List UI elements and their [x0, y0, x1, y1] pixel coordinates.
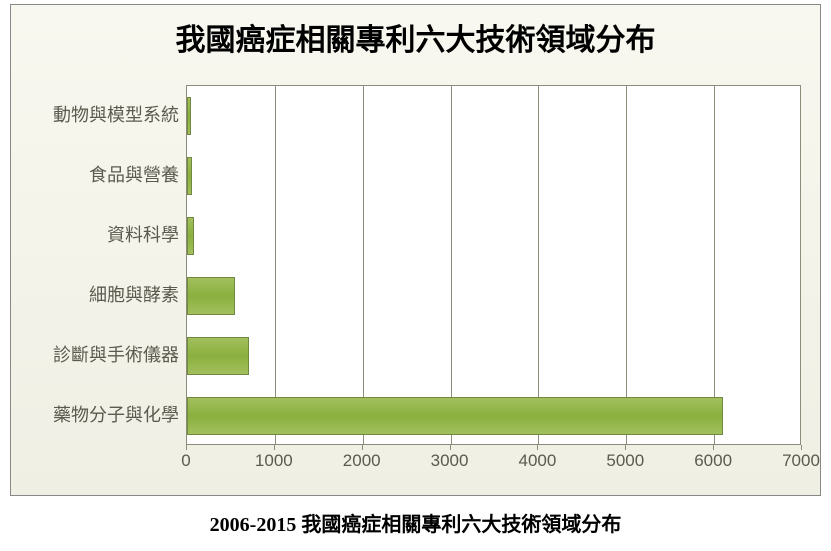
x-axis-labels: 01000200030004000500060007000: [186, 451, 801, 481]
x-tick: [186, 445, 187, 450]
gridline: [626, 86, 627, 444]
x-tick-label: 2000: [343, 451, 381, 471]
x-tick: [537, 445, 538, 450]
x-tick-label: 5000: [606, 451, 644, 471]
y-tick-label: 動物與模型系統: [11, 96, 179, 134]
bar: [187, 217, 194, 255]
y-tick-label: 細胞與酵素: [11, 276, 179, 314]
x-tick-label: 4000: [519, 451, 557, 471]
x-tick-label: 3000: [431, 451, 469, 471]
gridline: [363, 86, 364, 444]
x-tick-label: 1000: [255, 451, 293, 471]
chart-frame: 我國癌症相關專利六大技術領域分布 動物與模型系統食品與營養資料科學細胞與酵素診斷…: [10, 4, 821, 496]
y-tick-label: 食品與營養: [11, 156, 179, 194]
x-tick-label: 0: [181, 451, 190, 471]
gridline: [538, 86, 539, 444]
figure-caption: 2006-2015 我國癌症相關專利六大技術領域分布: [0, 508, 831, 537]
chart-title: 我國癌症相關專利六大技術領域分布: [11, 5, 820, 59]
plot-area: [186, 85, 801, 445]
y-tick-label: 診斷與手術儀器: [11, 336, 179, 374]
y-axis-labels: 動物與模型系統食品與營養資料科學細胞與酵素診斷與手術儀器藥物分子與化學: [11, 85, 179, 445]
gridline: [714, 86, 715, 444]
y-tick-label: 資料科學: [11, 216, 179, 254]
bar: [187, 337, 249, 375]
bar: [187, 157, 192, 195]
gridline: [275, 86, 276, 444]
x-tick: [450, 445, 451, 450]
x-tick: [625, 445, 626, 450]
gridline: [451, 86, 452, 444]
x-tick: [801, 445, 802, 450]
x-tick: [274, 445, 275, 450]
x-tick: [362, 445, 363, 450]
bar: [187, 97, 191, 135]
bar: [187, 397, 723, 435]
x-tick: [713, 445, 714, 450]
y-tick-label: 藥物分子與化學: [11, 396, 179, 434]
x-tick-label: 7000: [782, 451, 820, 471]
bar: [187, 277, 235, 315]
x-tick-label: 6000: [694, 451, 732, 471]
